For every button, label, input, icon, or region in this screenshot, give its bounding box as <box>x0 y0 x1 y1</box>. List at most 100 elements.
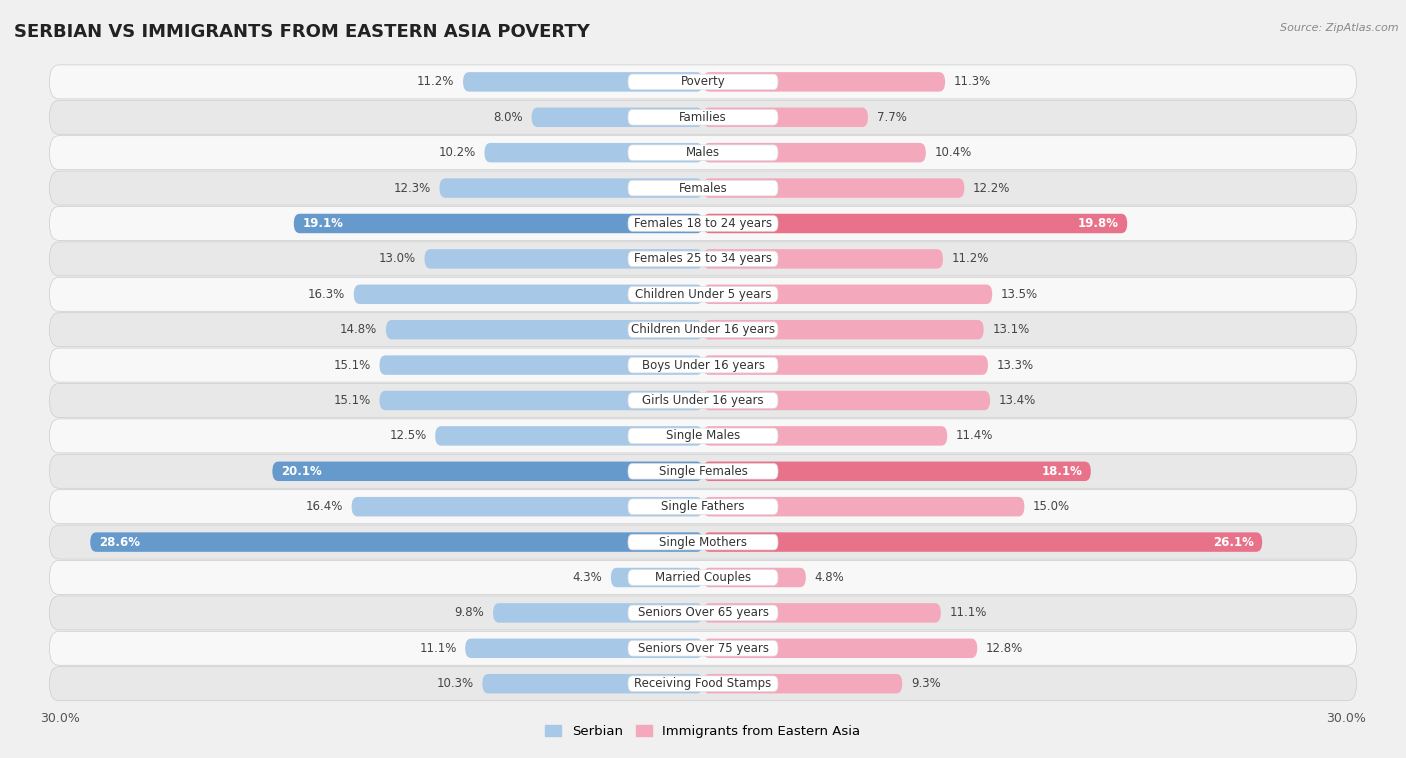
FancyBboxPatch shape <box>703 356 988 374</box>
FancyBboxPatch shape <box>425 249 703 268</box>
FancyBboxPatch shape <box>703 426 948 446</box>
FancyBboxPatch shape <box>90 532 703 552</box>
FancyBboxPatch shape <box>354 284 703 304</box>
FancyBboxPatch shape <box>273 462 703 481</box>
FancyBboxPatch shape <box>628 605 778 621</box>
FancyBboxPatch shape <box>49 596 1357 630</box>
FancyBboxPatch shape <box>49 65 1357 99</box>
FancyBboxPatch shape <box>49 490 1357 524</box>
Text: Receiving Food Stamps: Receiving Food Stamps <box>634 677 772 691</box>
FancyBboxPatch shape <box>703 143 925 162</box>
FancyBboxPatch shape <box>703 178 965 198</box>
Text: Single Females: Single Females <box>658 465 748 478</box>
FancyBboxPatch shape <box>49 525 1357 559</box>
Text: 16.4%: 16.4% <box>305 500 343 513</box>
FancyBboxPatch shape <box>628 463 778 479</box>
Text: Seniors Over 65 years: Seniors Over 65 years <box>637 606 769 619</box>
FancyBboxPatch shape <box>49 667 1357 700</box>
FancyBboxPatch shape <box>463 72 703 92</box>
Text: 4.8%: 4.8% <box>814 571 844 584</box>
FancyBboxPatch shape <box>628 641 778 656</box>
Text: Poverty: Poverty <box>681 75 725 89</box>
FancyBboxPatch shape <box>703 72 945 92</box>
Text: Single Fathers: Single Fathers <box>661 500 745 513</box>
Text: Boys Under 16 years: Boys Under 16 years <box>641 359 765 371</box>
Text: Seniors Over 75 years: Seniors Over 75 years <box>637 642 769 655</box>
Text: 19.8%: 19.8% <box>1077 217 1119 230</box>
FancyBboxPatch shape <box>385 320 703 340</box>
Text: 20.1%: 20.1% <box>281 465 322 478</box>
FancyBboxPatch shape <box>49 631 1357 666</box>
Text: 9.8%: 9.8% <box>454 606 485 619</box>
FancyBboxPatch shape <box>703 108 868 127</box>
Text: Females 25 to 34 years: Females 25 to 34 years <box>634 252 772 265</box>
FancyBboxPatch shape <box>49 277 1357 312</box>
Text: 15.0%: 15.0% <box>1033 500 1070 513</box>
FancyBboxPatch shape <box>482 674 703 694</box>
FancyBboxPatch shape <box>49 313 1357 346</box>
FancyBboxPatch shape <box>703 638 977 658</box>
Text: 12.5%: 12.5% <box>389 429 426 443</box>
FancyBboxPatch shape <box>628 251 778 267</box>
FancyBboxPatch shape <box>628 499 778 515</box>
Text: Children Under 16 years: Children Under 16 years <box>631 323 775 337</box>
FancyBboxPatch shape <box>49 419 1357 453</box>
Text: SERBIAN VS IMMIGRANTS FROM EASTERN ASIA POVERTY: SERBIAN VS IMMIGRANTS FROM EASTERN ASIA … <box>14 23 591 41</box>
FancyBboxPatch shape <box>49 171 1357 205</box>
Text: 13.1%: 13.1% <box>993 323 1029 337</box>
Text: 11.2%: 11.2% <box>952 252 988 265</box>
FancyBboxPatch shape <box>49 136 1357 170</box>
FancyBboxPatch shape <box>628 74 778 89</box>
Text: 11.2%: 11.2% <box>418 75 454 89</box>
FancyBboxPatch shape <box>628 216 778 231</box>
Text: 12.8%: 12.8% <box>986 642 1024 655</box>
FancyBboxPatch shape <box>49 454 1357 488</box>
FancyBboxPatch shape <box>49 100 1357 134</box>
Text: 28.6%: 28.6% <box>98 536 139 549</box>
Text: Married Couples: Married Couples <box>655 571 751 584</box>
FancyBboxPatch shape <box>294 214 703 233</box>
Text: 11.3%: 11.3% <box>953 75 991 89</box>
FancyBboxPatch shape <box>703 284 993 304</box>
FancyBboxPatch shape <box>49 348 1357 382</box>
FancyBboxPatch shape <box>49 384 1357 418</box>
FancyBboxPatch shape <box>628 145 778 161</box>
Text: 13.0%: 13.0% <box>378 252 416 265</box>
Text: 10.3%: 10.3% <box>437 677 474 691</box>
Text: 11.1%: 11.1% <box>419 642 457 655</box>
FancyBboxPatch shape <box>610 568 703 587</box>
FancyBboxPatch shape <box>352 497 703 516</box>
Text: 14.8%: 14.8% <box>340 323 377 337</box>
FancyBboxPatch shape <box>436 426 703 446</box>
Text: 4.3%: 4.3% <box>572 571 602 584</box>
Legend: Serbian, Immigrants from Eastern Asia: Serbian, Immigrants from Eastern Asia <box>540 720 866 744</box>
FancyBboxPatch shape <box>703 249 943 268</box>
Text: 11.1%: 11.1% <box>949 606 987 619</box>
FancyBboxPatch shape <box>628 322 778 337</box>
FancyBboxPatch shape <box>628 393 778 409</box>
Text: Girls Under 16 years: Girls Under 16 years <box>643 394 763 407</box>
FancyBboxPatch shape <box>703 497 1025 516</box>
Text: Families: Families <box>679 111 727 124</box>
FancyBboxPatch shape <box>628 676 778 691</box>
FancyBboxPatch shape <box>628 109 778 125</box>
Text: 7.7%: 7.7% <box>876 111 907 124</box>
Text: Males: Males <box>686 146 720 159</box>
Text: Single Mothers: Single Mothers <box>659 536 747 549</box>
FancyBboxPatch shape <box>465 638 703 658</box>
Text: Single Males: Single Males <box>666 429 740 443</box>
FancyBboxPatch shape <box>703 568 806 587</box>
Text: 10.4%: 10.4% <box>935 146 972 159</box>
FancyBboxPatch shape <box>628 287 778 302</box>
FancyBboxPatch shape <box>380 391 703 410</box>
Text: 19.1%: 19.1% <box>302 217 343 230</box>
FancyBboxPatch shape <box>703 214 1128 233</box>
FancyBboxPatch shape <box>703 391 990 410</box>
FancyBboxPatch shape <box>703 320 984 340</box>
FancyBboxPatch shape <box>628 180 778 196</box>
FancyBboxPatch shape <box>49 560 1357 594</box>
FancyBboxPatch shape <box>485 143 703 162</box>
FancyBboxPatch shape <box>531 108 703 127</box>
FancyBboxPatch shape <box>628 534 778 550</box>
Text: 26.1%: 26.1% <box>1213 536 1254 549</box>
